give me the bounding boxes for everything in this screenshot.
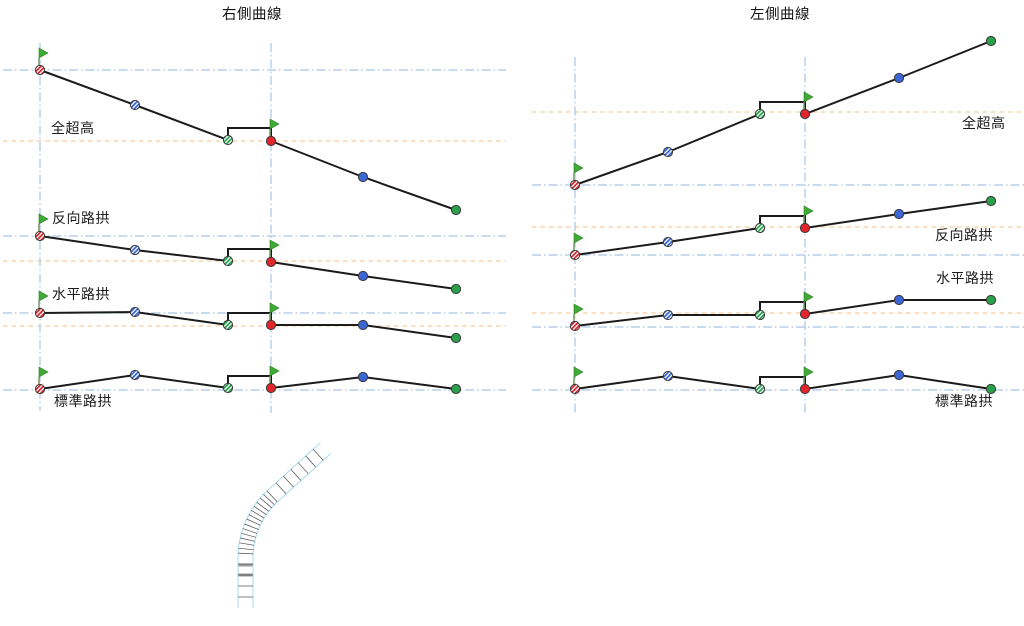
station-ticks bbox=[238, 448, 324, 598]
point-hatch-red[interactable] bbox=[34, 230, 46, 242]
label-right-full-superelevation: 全超高 bbox=[51, 121, 95, 137]
superelevation-line bbox=[39, 310, 457, 339]
superelevation-line bbox=[574, 299, 991, 327]
row-left-curve-1 bbox=[569, 195, 997, 261]
point-solid-red[interactable] bbox=[265, 382, 277, 394]
point-solid-blue[interactable] bbox=[893, 208, 905, 220]
panel-right-curve bbox=[3, 43, 506, 413]
point-hatch-red[interactable] bbox=[34, 383, 46, 395]
point-solid-red[interactable] bbox=[799, 108, 811, 120]
point-solid-green[interactable] bbox=[450, 383, 462, 395]
point-hatch-blue[interactable] bbox=[129, 306, 141, 318]
point-hatch-red[interactable] bbox=[34, 64, 46, 76]
label-left-level-crown: 水平路拱 bbox=[936, 271, 994, 287]
point-solid-blue[interactable] bbox=[893, 72, 905, 84]
point-hatch-red[interactable] bbox=[569, 249, 581, 261]
point-hatch-green[interactable] bbox=[222, 382, 234, 394]
label-right-normal-crown: 標準路拱 bbox=[54, 394, 112, 410]
row-left-curve-0 bbox=[569, 35, 997, 191]
point-solid-red[interactable] bbox=[799, 222, 811, 234]
point-hatch-green[interactable] bbox=[222, 255, 234, 267]
critical-station-flag-icon bbox=[573, 232, 584, 252]
point-hatch-green[interactable] bbox=[754, 222, 766, 234]
point-hatch-blue[interactable] bbox=[662, 370, 674, 382]
point-solid-blue[interactable] bbox=[893, 369, 905, 381]
superelevation-line bbox=[574, 200, 992, 256]
point-solid-blue[interactable] bbox=[893, 294, 905, 306]
point-solid-green[interactable] bbox=[450, 283, 462, 295]
road-edge-line bbox=[237, 442, 321, 608]
superelevation-line bbox=[39, 235, 457, 290]
point-hatch-blue[interactable] bbox=[129, 99, 141, 111]
point-solid-green[interactable] bbox=[985, 383, 997, 395]
point-hatch-blue[interactable] bbox=[662, 146, 674, 158]
point-solid-green[interactable] bbox=[985, 195, 997, 207]
critical-station-flag-icon bbox=[38, 366, 49, 386]
point-solid-blue[interactable] bbox=[357, 171, 369, 183]
label-left-reverse-crown: 反向路拱 bbox=[935, 228, 993, 244]
point-hatch-red[interactable] bbox=[569, 179, 581, 191]
point-solid-blue[interactable] bbox=[357, 371, 369, 383]
point-hatch-blue[interactable] bbox=[662, 309, 674, 321]
label-right-level-crown: 水平路拱 bbox=[52, 287, 110, 303]
road-edge-line bbox=[252, 453, 331, 608]
label-left-full-superelevation: 全超高 bbox=[962, 116, 1006, 132]
point-solid-green[interactable] bbox=[985, 294, 997, 306]
point-solid-red[interactable] bbox=[265, 319, 277, 331]
guide-lines bbox=[3, 43, 506, 413]
row-right-curve-2 bbox=[34, 290, 462, 344]
superelevation-line bbox=[574, 373, 992, 391]
point-solid-red[interactable] bbox=[799, 308, 811, 320]
point-solid-green[interactable] bbox=[450, 204, 462, 216]
point-hatch-green[interactable] bbox=[222, 134, 234, 146]
point-hatch-red[interactable] bbox=[569, 320, 581, 332]
panel-left-curve bbox=[532, 35, 1024, 414]
superelevation-line bbox=[39, 69, 457, 211]
row-right-curve-1 bbox=[34, 213, 462, 295]
title-left-curve: 左側曲線 bbox=[750, 7, 810, 23]
point-hatch-green[interactable] bbox=[754, 108, 766, 120]
superelevation-line bbox=[574, 40, 992, 186]
point-solid-blue[interactable] bbox=[357, 319, 369, 331]
point-hatch-red[interactable] bbox=[34, 307, 46, 319]
plan-view-right-curve bbox=[237, 442, 331, 608]
point-hatch-green[interactable] bbox=[222, 319, 234, 331]
point-solid-green[interactable] bbox=[450, 332, 462, 344]
row-right-curve-3 bbox=[34, 365, 462, 395]
point-solid-blue[interactable] bbox=[357, 270, 369, 282]
point-solid-red[interactable] bbox=[799, 383, 811, 395]
row-left-curve-3 bbox=[569, 366, 997, 395]
label-right-reverse-crown: 反向路拱 bbox=[52, 211, 110, 227]
row-left-curve-2 bbox=[569, 291, 997, 332]
superelevation-line bbox=[39, 373, 457, 390]
point-hatch-blue[interactable] bbox=[129, 244, 141, 256]
point-hatch-red[interactable] bbox=[569, 383, 581, 395]
row-right-curve-0 bbox=[34, 47, 462, 216]
point-hatch-green[interactable] bbox=[754, 383, 766, 395]
point-hatch-blue[interactable] bbox=[129, 369, 141, 381]
point-hatch-blue[interactable] bbox=[662, 236, 674, 248]
point-hatch-green[interactable] bbox=[754, 309, 766, 321]
point-solid-green[interactable] bbox=[985, 35, 997, 47]
label-left-normal-crown: 標準路拱 bbox=[935, 394, 993, 410]
title-right-curve: 右側曲線 bbox=[222, 7, 282, 23]
point-solid-red[interactable] bbox=[265, 135, 277, 147]
point-solid-red[interactable] bbox=[265, 256, 277, 268]
